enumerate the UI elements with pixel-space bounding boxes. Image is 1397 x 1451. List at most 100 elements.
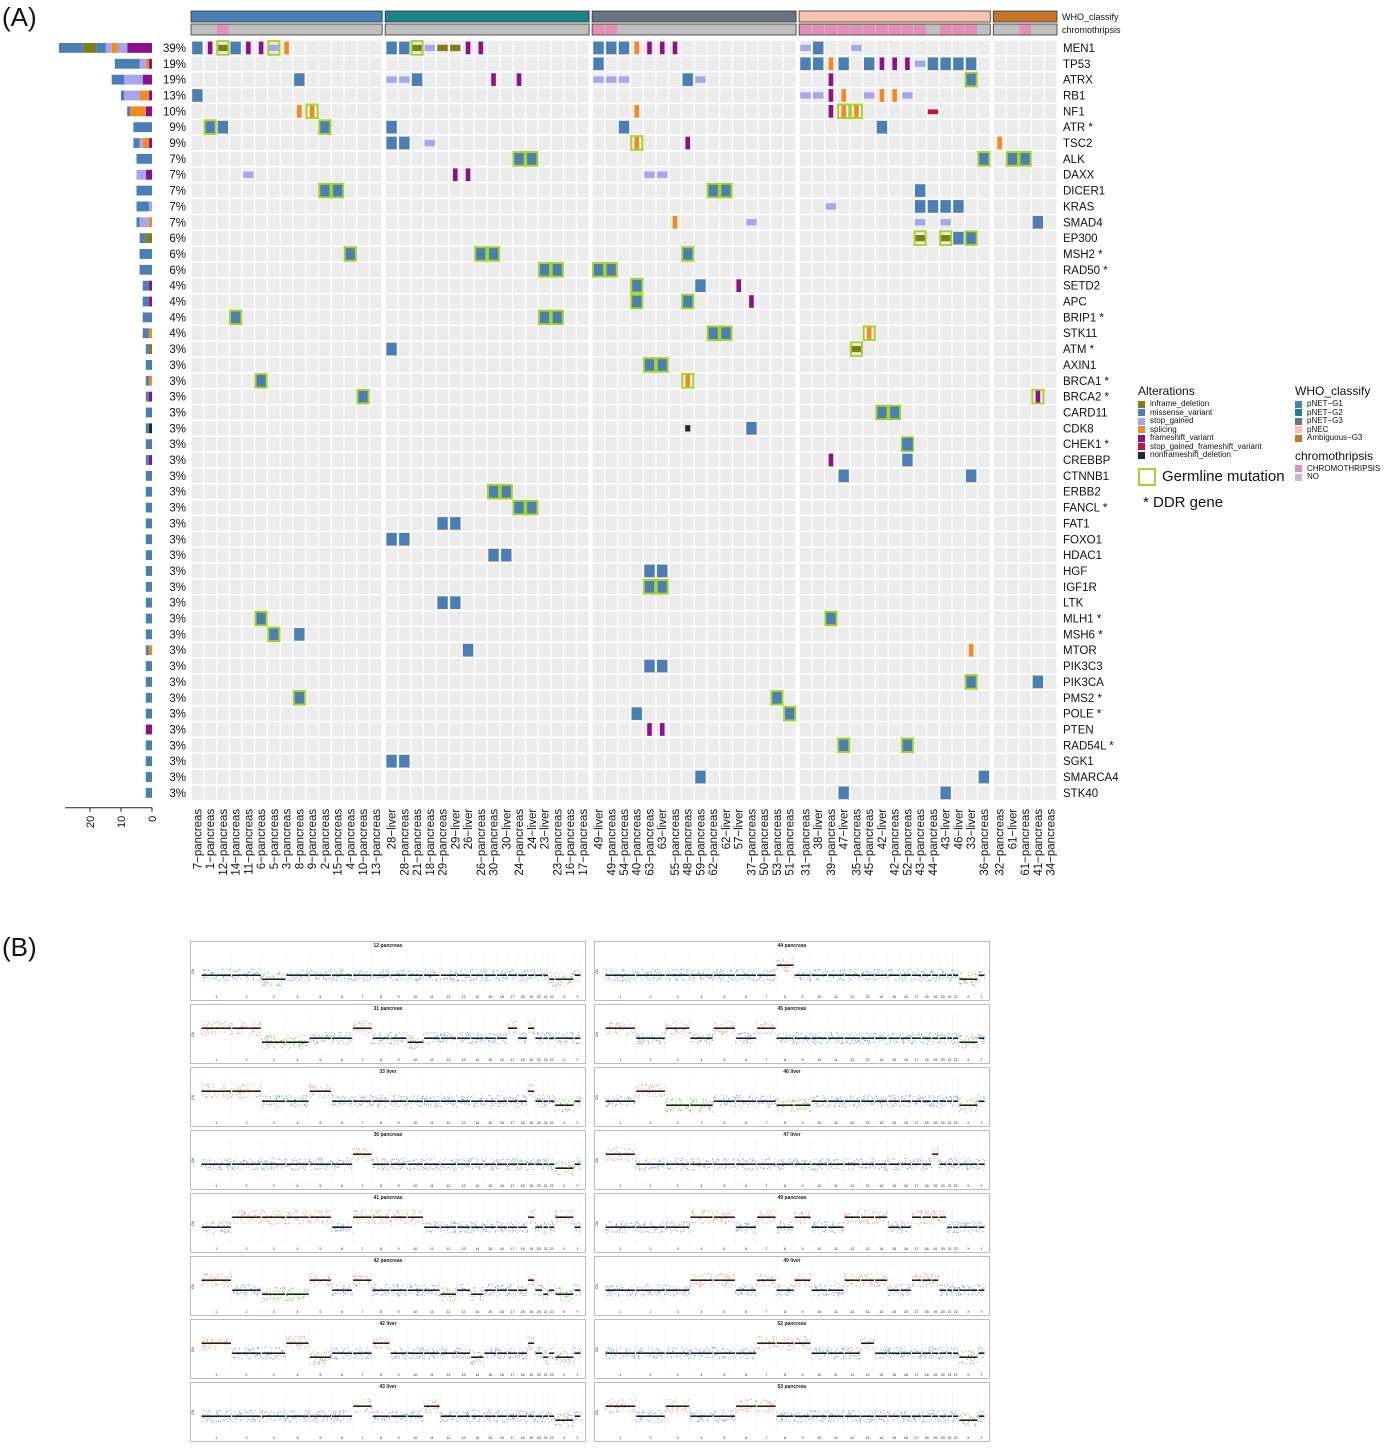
grid-cell [876, 389, 888, 404]
grid-cell [993, 326, 1006, 341]
grid-cell [876, 104, 888, 119]
grid-cell [357, 579, 369, 594]
grid-cell [681, 516, 694, 531]
grid-cell [993, 532, 1006, 547]
cn-point [218, 980, 221, 982]
grid-cell [605, 468, 618, 483]
grid-cell [280, 627, 293, 642]
cn-point [297, 969, 299, 971]
cn-point [245, 973, 247, 975]
cn-point [636, 972, 638, 975]
cn-point [349, 975, 351, 977]
cn-point [228, 968, 230, 970]
cn-point [570, 976, 572, 978]
grid-cell [888, 341, 901, 357]
cn-point [216, 969, 218, 971]
grid-cell [965, 215, 977, 230]
germline-marker [318, 182, 332, 199]
grid-cell [424, 516, 436, 531]
cn-point [550, 971, 552, 974]
cn-point [486, 976, 488, 978]
cn-point [281, 976, 283, 979]
grid-cell [242, 579, 255, 594]
cn-point [686, 971, 688, 973]
frequency-bar-segment [142, 280, 149, 291]
grid-cell [605, 183, 618, 198]
grid-cell [825, 215, 837, 230]
grid-cell [1006, 690, 1019, 705]
grid-cell [592, 579, 605, 594]
grid-cell [771, 135, 783, 151]
grid-cell [475, 658, 487, 674]
grid-cell [564, 72, 576, 87]
grid-cell [424, 357, 436, 373]
grid-cell [771, 199, 783, 214]
alteration-cell [332, 184, 343, 197]
grid-cell [449, 135, 462, 151]
grid-cell [605, 643, 618, 658]
grid-cell [927, 595, 939, 610]
grid-cell [1044, 500, 1057, 515]
grid-cell [812, 389, 824, 404]
grid-cell [255, 231, 267, 246]
cn-point [470, 970, 472, 972]
cn-point [417, 980, 419, 982]
sample-label: 31−pancreas [800, 809, 812, 876]
grid-cell [669, 516, 681, 531]
grid-cell [576, 120, 589, 135]
grid-cell [643, 199, 656, 214]
grid-cell [825, 516, 837, 531]
cn-point [261, 984, 264, 986]
grid-cell [357, 72, 369, 87]
grid-cell [837, 135, 850, 151]
cn-point [509, 970, 512, 972]
grid-cell [449, 373, 462, 388]
grid-cell [720, 785, 732, 800]
grid-cell [732, 658, 745, 674]
grid-cell [694, 120, 707, 135]
grid-cell [331, 389, 344, 404]
gene-label: FAT1 [1063, 518, 1090, 530]
grid-cell [952, 452, 965, 468]
grid-cell [605, 785, 618, 800]
grid-cell [344, 500, 357, 515]
grid-cell [888, 579, 901, 594]
grid-cell [564, 452, 576, 468]
cn-point [268, 976, 271, 978]
frequency-bar-segment [148, 391, 152, 402]
grid-cell [745, 674, 758, 690]
alteration-cell [927, 109, 939, 115]
grid-cell [475, 785, 487, 800]
grid-cell [758, 563, 770, 579]
grid-cell [462, 484, 474, 499]
grid-cell [487, 722, 500, 737]
grid-cell [914, 310, 926, 325]
alteration-cell [539, 263, 550, 277]
cn-point [624, 969, 627, 971]
frequency-bar-segment [148, 90, 152, 101]
alteration-cell [399, 41, 410, 55]
grid-cell [280, 563, 293, 579]
grid-cell [475, 421, 487, 436]
grid-cell [669, 326, 681, 341]
grid-cell [331, 246, 344, 262]
grid-cell [927, 468, 939, 483]
grid-cell [500, 658, 513, 674]
alteration-cell [593, 263, 604, 277]
grid-cell [462, 310, 474, 325]
grid-cell [876, 151, 888, 166]
grid-cell [538, 548, 551, 563]
grid-cell [1032, 135, 1044, 151]
grid-cell [720, 579, 732, 594]
grid-cell [978, 262, 990, 277]
grid-cell [643, 88, 656, 103]
grid-cell [385, 706, 398, 721]
grid-cell [449, 326, 462, 341]
grid-cell [825, 310, 837, 325]
cn-point [363, 973, 365, 975]
alteration-cell [771, 691, 783, 705]
grid-cell [576, 468, 589, 483]
grid-cell [732, 215, 745, 230]
grid-cell [681, 56, 694, 71]
cn-point [252, 973, 254, 975]
